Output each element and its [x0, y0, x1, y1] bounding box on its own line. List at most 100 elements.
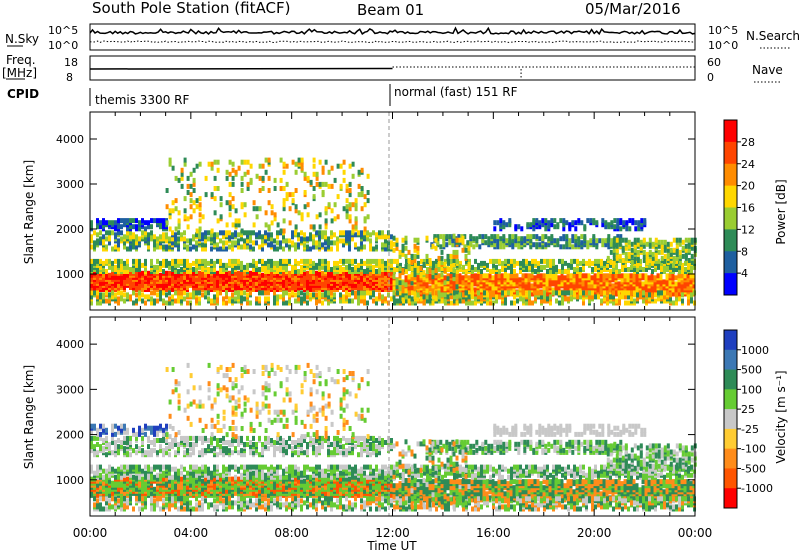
heatmap-cell: [369, 246, 372, 252]
heatmap-cell: [566, 273, 570, 279]
heatmap-cell: [624, 255, 628, 261]
heatmap-cell: [534, 269, 537, 274]
heatmap-cell: [416, 253, 420, 259]
heatmap-cell: [413, 294, 417, 300]
heatmap-cell: [573, 292, 576, 298]
heatmap-cell: [339, 292, 342, 298]
heatmap-cell: [159, 264, 162, 270]
heatmap-cell: [330, 208, 334, 214]
heatmap-cell: [141, 230, 144, 236]
heatmap-cell: [455, 273, 459, 279]
heatmap-cell: [102, 298, 105, 304]
heatmap-cell: [294, 208, 298, 214]
heatmap-cell: [126, 269, 129, 274]
heatmap-cell: [150, 230, 153, 236]
heatmap-cell: [357, 230, 360, 236]
heatmap-cell: [183, 230, 186, 236]
heatmap-cell: [258, 267, 261, 272]
heatmap-cell: [351, 161, 355, 167]
heatmap-cell: [228, 192, 232, 198]
heatmap-cell: [246, 292, 249, 298]
heatmap-cell: [657, 239, 661, 245]
heatmap-cell: [522, 262, 525, 268]
heatmap-cell: [660, 267, 663, 272]
heatmap-cell: [315, 262, 318, 268]
heatmap-cell: [237, 290, 240, 296]
heatmap-cell: [90, 294, 93, 300]
heatmap-cell: [135, 262, 138, 268]
heatmap-cell: [666, 264, 669, 270]
heatmap-cell: [505, 238, 509, 244]
heatmap-cell: [354, 198, 358, 204]
heatmap-cell: [201, 232, 204, 238]
colorbar-swatch: [724, 120, 737, 143]
heatmap-cell: [398, 298, 402, 304]
heatmap-cell: [180, 236, 183, 242]
heatmap-cell: [183, 196, 187, 202]
heatmap-cell: [249, 177, 253, 183]
heatmap-cell: [114, 220, 117, 226]
heatmap-cell: [437, 262, 441, 267]
heatmap-cell: [411, 300, 414, 306]
heatmap-cell: [255, 267, 258, 272]
heatmap-cell: [435, 258, 438, 264]
heatmap-cell: [572, 283, 576, 289]
heatmap-cell: [204, 234, 207, 240]
heatmap-cell: [396, 258, 399, 264]
heatmap-cell: [192, 177, 196, 183]
heatmap-cell: [318, 294, 321, 300]
heatmap-cell: [615, 269, 618, 274]
heatmap-cell: [660, 239, 664, 245]
heatmap-cell: [252, 240, 255, 246]
heatmap-cell: [627, 290, 630, 296]
heatmap-cell: [180, 232, 183, 238]
heatmap-cell: [336, 260, 339, 266]
heatmap-cell: [565, 234, 569, 240]
heatmap-cell: [171, 208, 175, 214]
heatmap-cell: [261, 246, 264, 252]
heatmap-cell: [90, 300, 93, 306]
heatmap-cell: [660, 260, 663, 266]
heatmap-cell: [282, 258, 285, 264]
heatmap-cell: [466, 240, 470, 246]
heatmap-cell: [327, 270, 330, 276]
heatmap-cell: [527, 273, 531, 279]
heatmap-cell: [390, 270, 393, 276]
heatmap-cell: [90, 290, 93, 296]
heatmap-cell: [327, 294, 330, 300]
heatmap-cell: [422, 286, 426, 292]
heatmap-cell: [303, 270, 306, 276]
heatmap-cell: [504, 267, 507, 272]
heatmap-cell: [519, 260, 522, 266]
heatmap-cell: [440, 298, 444, 304]
heatmap-cell: [210, 192, 214, 198]
heatmap-cell: [234, 296, 237, 302]
heatmap-cell: [545, 273, 549, 279]
heatmap-cell: [249, 163, 253, 169]
heatmap-cell: [222, 262, 225, 268]
heatmap-cell: [536, 273, 540, 279]
heatmap-cell: [635, 273, 639, 279]
heatmap-cell: [189, 262, 192, 268]
heatmap-cell: [150, 258, 153, 264]
heatmap-cell: [99, 240, 102, 246]
heatmap-cell: [579, 267, 582, 272]
heatmap-cell: [288, 292, 291, 298]
heatmap-cell: [231, 232, 234, 238]
heatmap-cell: [297, 157, 301, 163]
heatmap-cell: [650, 285, 654, 291]
heatmap-cell: [264, 260, 267, 266]
heatmap-cell: [333, 216, 337, 222]
heatmap-cell: [123, 298, 126, 304]
heatmap-cell: [529, 222, 533, 228]
heatmap-cell: [321, 258, 324, 264]
heatmap-cell: [572, 277, 576, 283]
heatmap-cell: [144, 300, 147, 306]
heatmap-cell: [439, 234, 443, 240]
heatmap-cell: [240, 202, 244, 208]
heatmap-cell: [516, 298, 519, 304]
heatmap-cell: [345, 290, 348, 296]
heatmap-cell: [624, 300, 627, 306]
